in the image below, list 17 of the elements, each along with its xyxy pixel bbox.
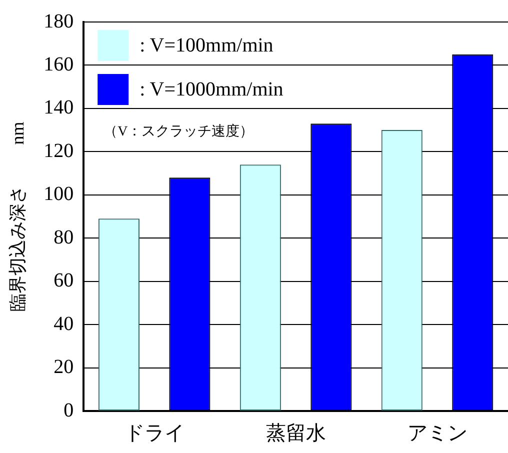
x-tick-label: 蒸留水 bbox=[266, 422, 326, 444]
y-tick-label: 20 bbox=[54, 356, 74, 378]
y-tick-label: 60 bbox=[54, 270, 74, 292]
x-tick-label: ドライ bbox=[124, 422, 184, 444]
legend-label: : V=100mm/min bbox=[140, 34, 274, 56]
y-tick-label: 180 bbox=[44, 10, 74, 32]
y-axis-title: 臨界切込み深さ nm bbox=[8, 122, 28, 312]
y-tick-label: 140 bbox=[44, 96, 74, 119]
y-tick-label: 100 bbox=[44, 183, 74, 206]
x-tick-label: アミン bbox=[407, 422, 468, 444]
y-tick-label: 120 bbox=[44, 140, 74, 162]
y-tick-label: 0 bbox=[64, 399, 74, 422]
legend-label: : V=1000mm/min bbox=[140, 78, 284, 100]
annotation: （V：スクラッチ速度） bbox=[104, 124, 254, 140]
y-tick-label: 160 bbox=[44, 53, 74, 76]
y-tick-label: 80 bbox=[54, 226, 74, 248]
y-tick-label: 40 bbox=[54, 312, 74, 335]
